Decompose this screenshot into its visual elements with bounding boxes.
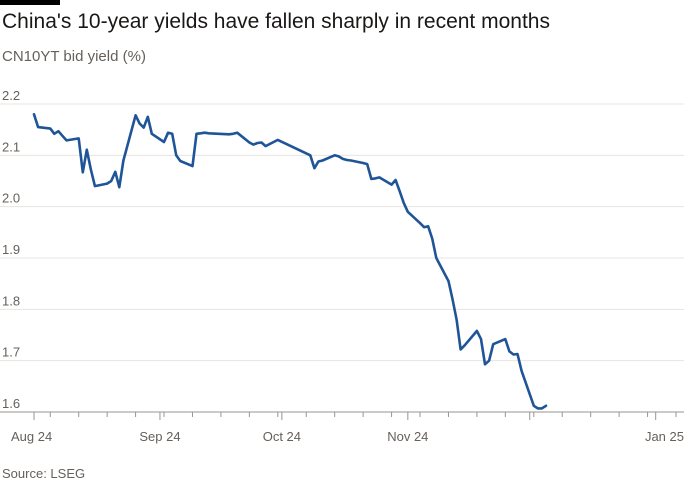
y-tick-label: 1.6 bbox=[2, 396, 20, 411]
chart-title: China's 10-year yields have fallen sharp… bbox=[2, 10, 550, 33]
chart-subtitle: CN10YT bid yield (%) bbox=[2, 48, 146, 65]
x-tick-label: Aug 24 bbox=[11, 429, 52, 444]
y-tick-label: 1.8 bbox=[2, 293, 20, 308]
yield-line-chart: 1.6 1.7 1.8 1.9 2.0 2.1 2.2 Aug 24 Sep 24 Oct 24… bbox=[0, 88, 684, 444]
y-tick-label: 1.9 bbox=[2, 242, 20, 257]
y-tick-label: 1.7 bbox=[2, 345, 20, 360]
series-layer bbox=[32, 113, 548, 410]
brand-bar bbox=[0, 0, 60, 5]
y-axis-labels: 1.6 1.7 1.8 1.9 2.0 2.1 2.2 bbox=[2, 88, 20, 411]
y-tick-label: 2.1 bbox=[2, 139, 20, 154]
series-line bbox=[32, 113, 548, 410]
x-tick-label: Oct 24 bbox=[263, 429, 301, 444]
source-note: Source: LSEG bbox=[2, 466, 86, 481]
x-tick-label: Nov 24 bbox=[387, 429, 428, 444]
grid-lines bbox=[0, 103, 684, 362]
x-tick-label: Jan 25 bbox=[645, 429, 684, 444]
x-axis-labels: Aug 24 Sep 24 Oct 24 Nov 24 Jan 25 bbox=[11, 429, 684, 444]
x-tick-label: Sep 24 bbox=[139, 429, 180, 444]
x-axis bbox=[0, 411, 684, 420]
y-tick-label: 2.2 bbox=[2, 88, 20, 103]
y-tick-label: 2.0 bbox=[2, 191, 20, 206]
